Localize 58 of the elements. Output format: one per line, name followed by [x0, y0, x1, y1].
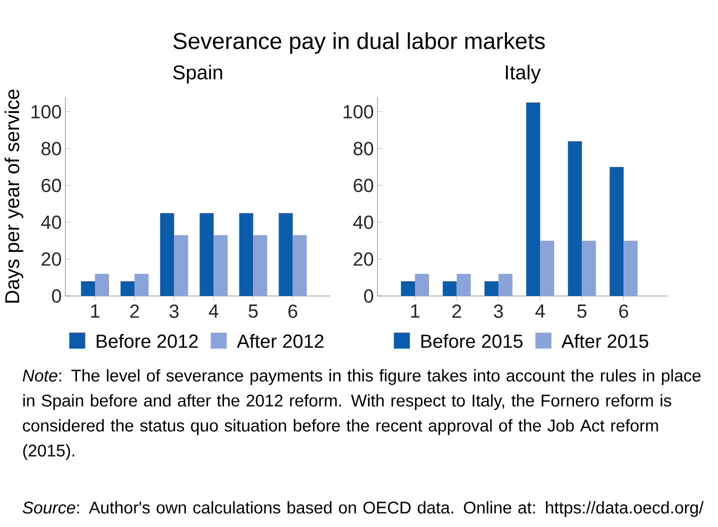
legend-label: After 2015 [561, 334, 648, 348]
bar [610, 167, 624, 296]
x-tick-label: 3 [170, 304, 179, 318]
bar [214, 235, 228, 296]
bar [200, 213, 214, 296]
x-tick-label: 5 [577, 304, 586, 318]
bar [120, 281, 135, 296]
y-tick-label: 40 [41, 216, 62, 230]
x-tick-label: 3 [494, 304, 503, 318]
bar [95, 274, 110, 296]
bar [582, 240, 596, 296]
x-tick-label: 6 [288, 304, 298, 318]
y-tick-label: 40 [353, 216, 374, 230]
chart-title: Italy [506, 64, 541, 84]
text: Source: Author's own calculations based on OECD data. Online at: https://data.oecd.org/ [22, 501, 704, 517]
y-tick-label: 100 [344, 105, 374, 118]
y-tick-label: 60 [42, 178, 62, 192]
bar [456, 274, 471, 296]
bar [160, 213, 174, 296]
bar [442, 281, 457, 296]
y-tick-label: 0 [52, 289, 62, 303]
text: Severance pay in dual labor markets [173, 32, 545, 54]
chart-title: Spain [173, 64, 222, 84]
bar [278, 213, 293, 296]
y-tick-label: 100 [32, 105, 62, 118]
x-tick-label: 2 [452, 304, 462, 318]
y-tick-label: 20 [42, 252, 62, 266]
x-tick-label: 5 [248, 304, 258, 318]
legend-label: Before 2015 [421, 334, 523, 348]
bar [415, 274, 429, 296]
text: Note: The level of severance payments in this figure takes into account the rules in place in Spain before and after the 2012 reform. With respect to Italy, the Fornero reform is considered the status quo situation before the recent approval of the Job Act reform (2015). [22, 369, 701, 460]
bar [526, 102, 540, 296]
bar [134, 274, 149, 296]
bar [568, 141, 582, 296]
y-tick-label: 80 [42, 142, 62, 156]
bar [540, 240, 554, 296]
x-tick-label: 4 [535, 304, 545, 318]
x-tick-label: 6 [619, 304, 628, 318]
bar [292, 235, 307, 296]
x-tick-label: 2 [130, 304, 139, 318]
y-tick-label: 60 [354, 178, 374, 192]
x-tick-label: 4 [208, 304, 218, 318]
y-tick-label: 0 [364, 289, 374, 303]
bar [401, 281, 416, 296]
bar [484, 281, 498, 296]
bar [174, 235, 188, 296]
y-tick-label: 80 [354, 142, 374, 156]
bar [253, 235, 268, 296]
bar [81, 281, 96, 296]
legend-label: Before 2012 [96, 334, 198, 348]
legend-label: After 2012 [236, 334, 324, 348]
bar [498, 274, 512, 296]
bar [239, 213, 254, 296]
y-axis-title: Days per year of service [4, 90, 24, 303]
bar [624, 240, 638, 296]
x-tick-label: 1 [91, 304, 100, 318]
y-tick-label: 20 [354, 252, 374, 266]
x-tick-label: 1 [411, 304, 420, 318]
